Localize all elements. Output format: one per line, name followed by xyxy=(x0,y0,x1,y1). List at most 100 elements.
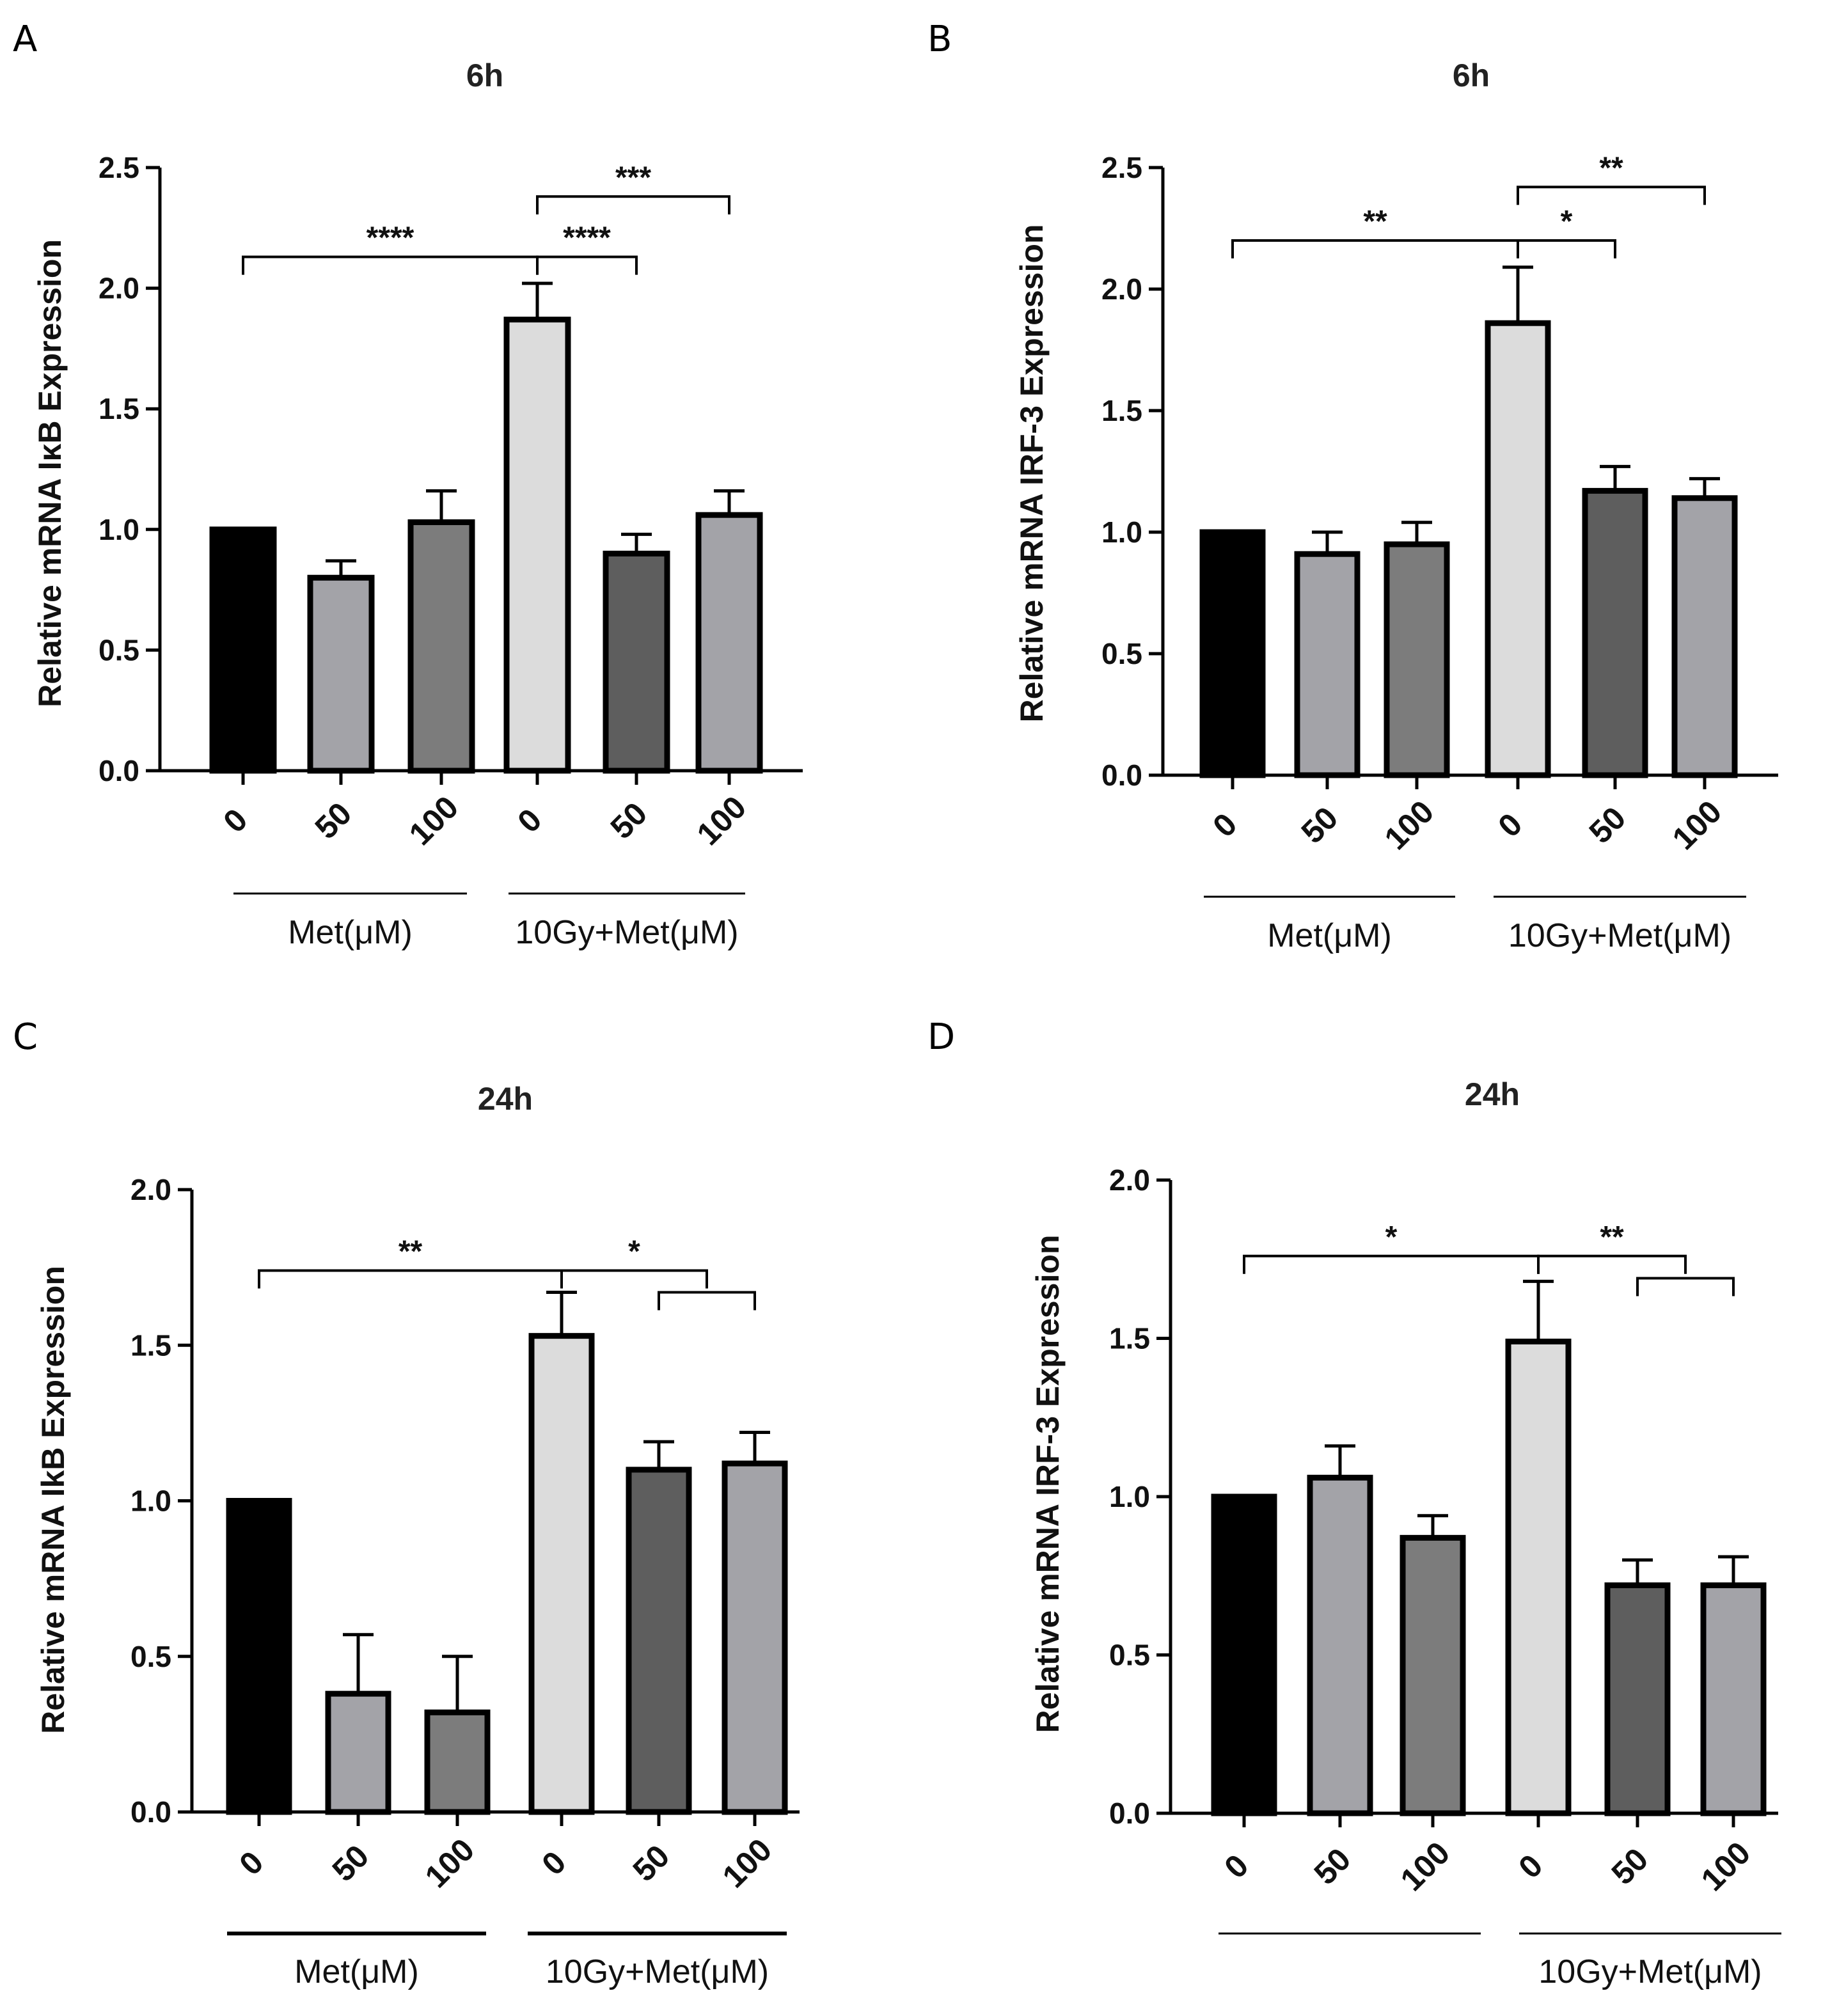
c3-significance-bracket xyxy=(1537,1254,1687,1274)
c3-chart-title: 24h xyxy=(1465,1076,1520,1112)
c2-bar xyxy=(325,1690,391,1815)
c2-bar xyxy=(424,1709,491,1815)
c1-x-tick-label: 50 xyxy=(1295,800,1345,851)
c0-x-tick-label: 0 xyxy=(216,801,254,839)
c0-significance-label: **** xyxy=(367,221,414,255)
c2-x-tick-label: 100 xyxy=(418,1832,482,1895)
c1-group-label: Met(μM) xyxy=(1267,917,1392,954)
c3-group-label: 10Gy+Met(μM) xyxy=(1538,1953,1762,1990)
c2-significance-label: * xyxy=(628,1234,640,1268)
c3-significance-label: ** xyxy=(1600,1220,1624,1254)
c0-bar xyxy=(407,519,475,774)
c1-bar xyxy=(1199,529,1266,778)
c0-y-axis-title: Relative mRNA IκB Expression xyxy=(32,239,68,707)
c0-y-tick-label: 2.0 xyxy=(99,272,139,305)
c0-y-tick-label: 1.0 xyxy=(99,513,139,546)
c1-y-tick-label: 2.0 xyxy=(1101,272,1142,306)
panel-label-d: D xyxy=(927,1016,955,1058)
c2-chart-title: 24h xyxy=(478,1081,533,1117)
chart-panel-c: 24h Relative mRNA IkB Expression 0.0 0.5 1.0… xyxy=(35,1081,800,1990)
c1-significance-label: * xyxy=(1561,205,1573,239)
c1-significance-bracket xyxy=(1517,185,1706,205)
c1-y-axis-title: Relative mRNA IRF-3 Expression xyxy=(1014,224,1050,723)
c2-y-axis-title: Relative mRNA IkB Expression xyxy=(35,1266,71,1734)
c2-bar xyxy=(722,1460,788,1815)
c2-significance-bracket xyxy=(658,1291,756,1311)
c1-x-tick-label: 0 xyxy=(1491,806,1529,844)
c1-bar xyxy=(1485,320,1551,778)
c1-significance-label: ** xyxy=(1363,205,1387,239)
c0-chart-title: 6h xyxy=(466,58,503,93)
c1-y-tick-label: 1.5 xyxy=(1101,394,1142,427)
c0-group-label: 10Gy+Met(μM) xyxy=(515,914,738,951)
c0-bar xyxy=(503,317,571,774)
c2-y-tick-label: 2.0 xyxy=(130,1173,171,1206)
c2-bar xyxy=(226,1498,292,1815)
c2-group-label: 10Gy+Met(μM) xyxy=(546,1953,769,1990)
c1-y-tick-label: 1.0 xyxy=(1101,516,1142,549)
c2-x-tick-label: 50 xyxy=(326,1838,376,1889)
c1-bar xyxy=(1384,541,1450,778)
c0-y-tick-label: 0.0 xyxy=(99,754,139,787)
c3-bar xyxy=(1505,1338,1572,1816)
c0-significance-bracket xyxy=(242,255,539,275)
c0-x-tick-label: 50 xyxy=(308,796,359,846)
c3-y-tick-label: 2.0 xyxy=(1109,1163,1150,1197)
chart-panel-d: 24h Relative mRNA IRF-3 Expression 0.0 0.5 1… xyxy=(1030,1076,1781,1990)
c3-y-tick-label: 1.0 xyxy=(1109,1480,1150,1513)
c1-significance-bracket xyxy=(1517,239,1616,258)
c2-y-tick-label: 1.5 xyxy=(130,1328,171,1362)
c3-bar xyxy=(1307,1474,1373,1816)
c1-bar xyxy=(1671,495,1738,778)
c2-bar xyxy=(626,1467,692,1815)
c0-bar xyxy=(695,512,763,774)
c0-y-tick-label: 0.5 xyxy=(99,633,139,666)
c0-bar xyxy=(603,551,670,774)
panel-label-c: C xyxy=(13,1016,38,1058)
c1-y-tick-label: 2.5 xyxy=(1101,151,1142,184)
c3-bar xyxy=(1400,1534,1466,1816)
c3-y-axis-title: Relative mRNA IRF-3 Expression xyxy=(1030,1235,1066,1733)
c2-group-label: Met(μM) xyxy=(294,1953,419,1990)
c0-bar xyxy=(307,574,375,774)
c0-significance-bracket xyxy=(536,255,638,275)
c2-x-tick-label: 100 xyxy=(716,1832,779,1895)
c1-x-tick-label: 50 xyxy=(1582,800,1633,851)
c3-significance-bracket xyxy=(1243,1254,1540,1274)
c1-x-tick-label: 0 xyxy=(1206,806,1243,844)
c0-significance-bracket xyxy=(536,195,730,215)
c1-significance-bracket xyxy=(1231,239,1519,258)
c2-y-tick-label: 1.0 xyxy=(130,1484,171,1518)
c1-bar xyxy=(1294,551,1361,778)
c2-significance-bracket xyxy=(560,1269,708,1289)
c3-bar xyxy=(1700,1582,1767,1816)
c3-significance-label: * xyxy=(1385,1220,1398,1254)
c0-group-label: Met(μM) xyxy=(288,914,413,951)
c0-x-tick-label: 0 xyxy=(510,801,548,839)
c1-x-tick-label: 100 xyxy=(1666,794,1729,857)
c0-significance-label: **** xyxy=(563,221,611,255)
c2-y-tick-label: 0.5 xyxy=(130,1640,171,1673)
c1-y-tick-label: 0.5 xyxy=(1101,637,1142,670)
c3-y-tick-label: 1.5 xyxy=(1109,1322,1150,1355)
c3-bar xyxy=(1604,1582,1671,1816)
chart-panel-a: 6h Relative mRNA IκB Expression 0.0 0.5 1.0 1… xyxy=(32,58,803,951)
c3-x-tick-label: 50 xyxy=(1605,1841,1655,1892)
c3-y-tick-label: 0.5 xyxy=(1109,1639,1150,1672)
c3-x-tick-label: 0 xyxy=(1511,1847,1549,1885)
c2-x-tick-label: 0 xyxy=(232,1844,270,1882)
c0-x-tick-label: 100 xyxy=(690,789,753,853)
c1-y-tick-label: 0.0 xyxy=(1101,759,1142,792)
c3-y-tick-label: 0.0 xyxy=(1109,1797,1150,1830)
c3-x-tick-label: 100 xyxy=(1694,1835,1758,1898)
c0-y-tick-label: 2.5 xyxy=(99,151,139,184)
panel-label-b: B xyxy=(927,19,952,60)
c0-x-tick-label: 100 xyxy=(402,789,466,853)
panel-label-a: A xyxy=(13,19,37,60)
c1-group-label: 10Gy+Met(μM) xyxy=(1508,917,1731,954)
c2-bar xyxy=(528,1333,595,1815)
c2-y-tick-label: 0.0 xyxy=(130,1795,171,1829)
c2-x-tick-label: 0 xyxy=(535,1844,572,1882)
c0-significance-label: *** xyxy=(615,161,651,194)
c0-x-tick-label: 50 xyxy=(604,796,654,846)
